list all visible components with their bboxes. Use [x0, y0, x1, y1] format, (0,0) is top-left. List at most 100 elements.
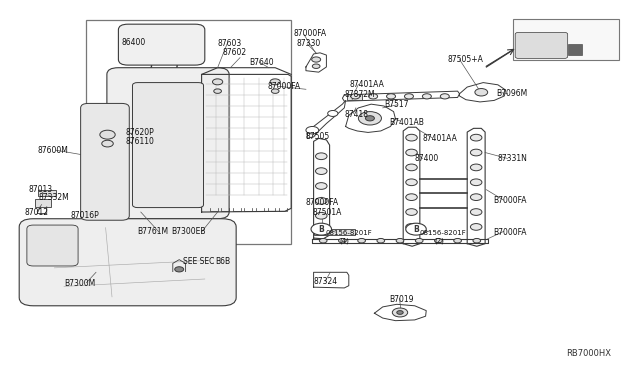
- Circle shape: [470, 179, 482, 186]
- Text: B: B: [413, 225, 419, 234]
- Bar: [568, 44, 582, 55]
- Text: 87602: 87602: [223, 48, 247, 57]
- Text: 87331N: 87331N: [498, 154, 528, 163]
- Text: B7000FA: B7000FA: [493, 228, 526, 237]
- Text: 87332M: 87332M: [38, 193, 69, 202]
- Circle shape: [100, 130, 115, 139]
- Circle shape: [212, 79, 223, 85]
- Circle shape: [422, 94, 431, 99]
- Circle shape: [406, 223, 426, 235]
- Text: B7096M: B7096M: [497, 89, 528, 98]
- Text: B7640: B7640: [250, 58, 274, 67]
- Circle shape: [406, 209, 417, 215]
- Circle shape: [311, 223, 332, 235]
- Text: 87012: 87012: [24, 208, 49, 217]
- Text: 87000FA: 87000FA: [268, 82, 301, 91]
- Circle shape: [406, 194, 417, 201]
- Text: 87501A: 87501A: [312, 208, 342, 217]
- Circle shape: [440, 94, 449, 99]
- Text: RB7000HX: RB7000HX: [566, 349, 611, 358]
- Circle shape: [316, 153, 327, 160]
- Circle shape: [369, 94, 378, 99]
- Circle shape: [404, 94, 413, 99]
- Text: 87418: 87418: [344, 110, 369, 119]
- Circle shape: [306, 126, 319, 134]
- Text: 87505: 87505: [306, 132, 330, 141]
- Circle shape: [470, 164, 482, 171]
- Bar: [347, 94, 362, 100]
- Bar: [38, 190, 56, 196]
- Circle shape: [396, 238, 404, 243]
- Circle shape: [175, 267, 184, 272]
- Circle shape: [406, 149, 417, 156]
- Circle shape: [406, 164, 417, 171]
- Circle shape: [102, 140, 113, 147]
- Text: B6B: B6B: [215, 257, 230, 266]
- Circle shape: [312, 57, 321, 62]
- Text: 87603: 87603: [218, 39, 242, 48]
- Circle shape: [475, 89, 488, 96]
- Text: B7517: B7517: [384, 100, 408, 109]
- Text: 87330: 87330: [296, 39, 321, 48]
- Text: 08156-8201F: 08156-8201F: [325, 230, 372, 236]
- Text: B7000FA: B7000FA: [493, 196, 526, 205]
- Circle shape: [473, 238, 481, 243]
- Text: 86400: 86400: [122, 38, 146, 47]
- Text: B7300EB: B7300EB: [172, 227, 206, 236]
- Circle shape: [328, 110, 338, 116]
- Circle shape: [351, 94, 360, 99]
- Circle shape: [316, 168, 327, 174]
- Text: 87505+A: 87505+A: [448, 55, 484, 64]
- Text: SEE SEC: SEE SEC: [183, 257, 214, 266]
- FancyBboxPatch shape: [132, 83, 204, 208]
- Circle shape: [397, 311, 403, 314]
- Circle shape: [470, 209, 482, 215]
- Circle shape: [470, 224, 482, 230]
- Text: 87401AA: 87401AA: [422, 134, 457, 143]
- Circle shape: [406, 134, 417, 141]
- Text: 87324: 87324: [314, 278, 338, 286]
- Circle shape: [406, 179, 417, 186]
- Circle shape: [358, 112, 381, 125]
- Bar: [86, 20, 291, 244]
- Circle shape: [392, 308, 408, 317]
- Text: B7761M: B7761M: [138, 227, 169, 236]
- FancyBboxPatch shape: [515, 32, 568, 58]
- Text: B7019: B7019: [389, 295, 413, 304]
- FancyBboxPatch shape: [107, 68, 229, 219]
- FancyBboxPatch shape: [118, 24, 205, 65]
- Circle shape: [387, 94, 396, 99]
- Text: 87620P: 87620P: [125, 128, 154, 137]
- Circle shape: [454, 238, 461, 243]
- Circle shape: [271, 89, 279, 93]
- FancyBboxPatch shape: [81, 103, 129, 220]
- Text: 87000FA: 87000FA: [306, 198, 339, 207]
- Text: 87401AA: 87401AA: [349, 80, 384, 89]
- Text: 876110: 876110: [125, 137, 154, 146]
- Circle shape: [470, 134, 482, 141]
- Text: 87400: 87400: [415, 154, 439, 163]
- Text: 87872M: 87872M: [344, 90, 375, 99]
- Circle shape: [214, 89, 221, 93]
- Text: 87600M: 87600M: [37, 146, 68, 155]
- Circle shape: [377, 238, 385, 243]
- Text: B7300M: B7300M: [64, 279, 95, 288]
- Circle shape: [316, 212, 327, 219]
- Text: (4): (4): [339, 237, 349, 244]
- Text: B7401AB: B7401AB: [389, 118, 424, 126]
- Circle shape: [312, 64, 320, 68]
- Bar: [35, 199, 51, 207]
- Circle shape: [435, 238, 442, 243]
- Circle shape: [270, 79, 280, 85]
- Circle shape: [316, 198, 327, 204]
- Circle shape: [365, 116, 374, 121]
- Circle shape: [415, 238, 423, 243]
- Circle shape: [358, 238, 365, 243]
- Circle shape: [470, 194, 482, 201]
- Circle shape: [406, 224, 417, 230]
- Text: 87000FA: 87000FA: [293, 29, 326, 38]
- Text: 87016P: 87016P: [70, 211, 99, 219]
- FancyBboxPatch shape: [27, 225, 78, 266]
- Circle shape: [470, 149, 482, 156]
- Circle shape: [319, 238, 327, 243]
